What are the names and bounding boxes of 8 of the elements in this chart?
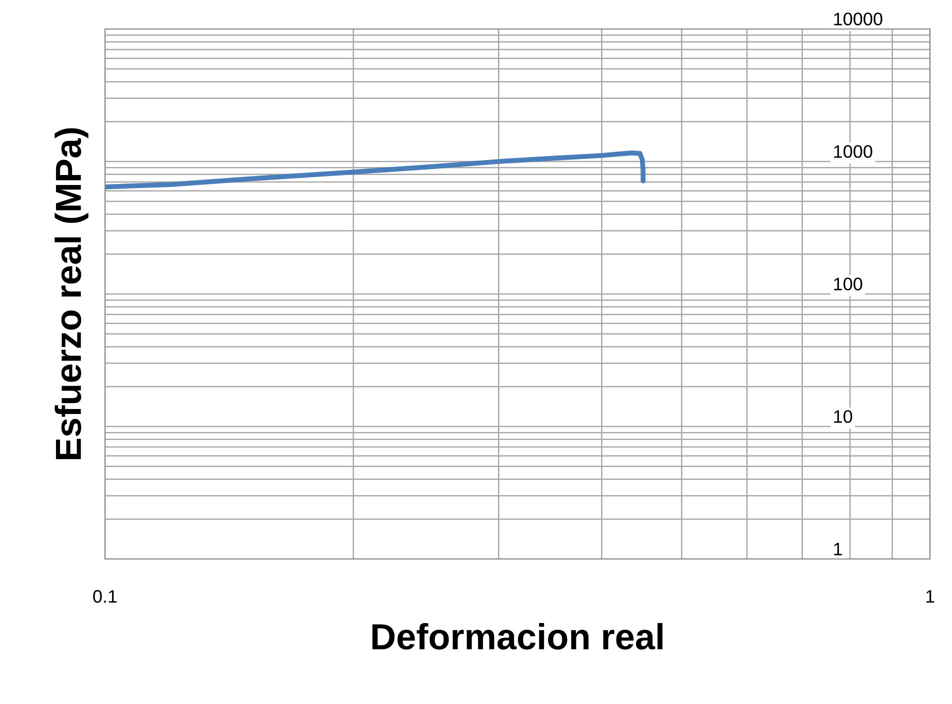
x-tick-label: 0.1 bbox=[93, 590, 117, 603]
y-axis-title: Esfuerzo real (MPa) bbox=[54, 128, 88, 460]
y-tick-label: 1 bbox=[834, 542, 842, 556]
y-tick-label: 10000 bbox=[834, 12, 882, 26]
y-tick-label: 10 bbox=[834, 410, 852, 423]
y-tick-label: 1000 bbox=[834, 145, 872, 158]
x-axis-title: Deformacion real bbox=[372, 623, 662, 650]
y-tick-label: 100 bbox=[834, 278, 862, 290]
